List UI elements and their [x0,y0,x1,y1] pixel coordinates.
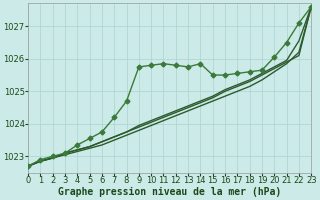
X-axis label: Graphe pression niveau de la mer (hPa): Graphe pression niveau de la mer (hPa) [58,186,281,197]
